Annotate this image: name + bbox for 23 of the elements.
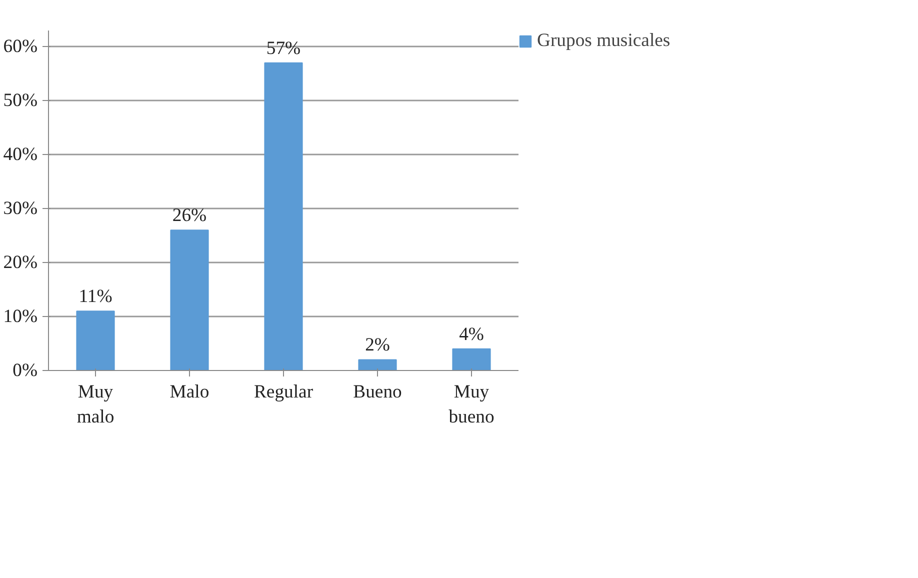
y-tick-label: 50% (3, 90, 38, 112)
x-tick-label: Muy bueno (448, 382, 494, 428)
data-label: 57% (266, 38, 301, 59)
y-tick-label: 30% (3, 198, 38, 220)
bar (170, 230, 209, 370)
data-label: 26% (172, 205, 207, 226)
bar (264, 62, 303, 370)
x-tick-label: Malo (170, 382, 210, 402)
data-label: 11% (78, 286, 112, 308)
y-tick-label: 60% (3, 36, 38, 58)
data-label: 2% (365, 334, 390, 356)
x-tick-label: Regular (254, 382, 314, 402)
data-label: 4% (459, 324, 484, 345)
bar (452, 348, 491, 370)
y-tick-label: 20% (3, 252, 38, 274)
x-tick-label: Muy malo (76, 382, 114, 428)
y-tick-label: 40% (3, 144, 38, 166)
legend-label: Grupos musicales (537, 30, 670, 52)
y-tick-label: 0% (12, 360, 38, 381)
bar (358, 359, 397, 370)
y-tick-label: 10% (3, 306, 38, 328)
x-tick-label: Bueno (353, 382, 402, 402)
bar (76, 310, 115, 370)
